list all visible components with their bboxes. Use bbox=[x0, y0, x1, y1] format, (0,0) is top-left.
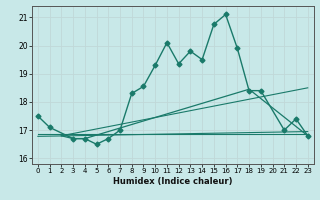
X-axis label: Humidex (Indice chaleur): Humidex (Indice chaleur) bbox=[113, 177, 233, 186]
